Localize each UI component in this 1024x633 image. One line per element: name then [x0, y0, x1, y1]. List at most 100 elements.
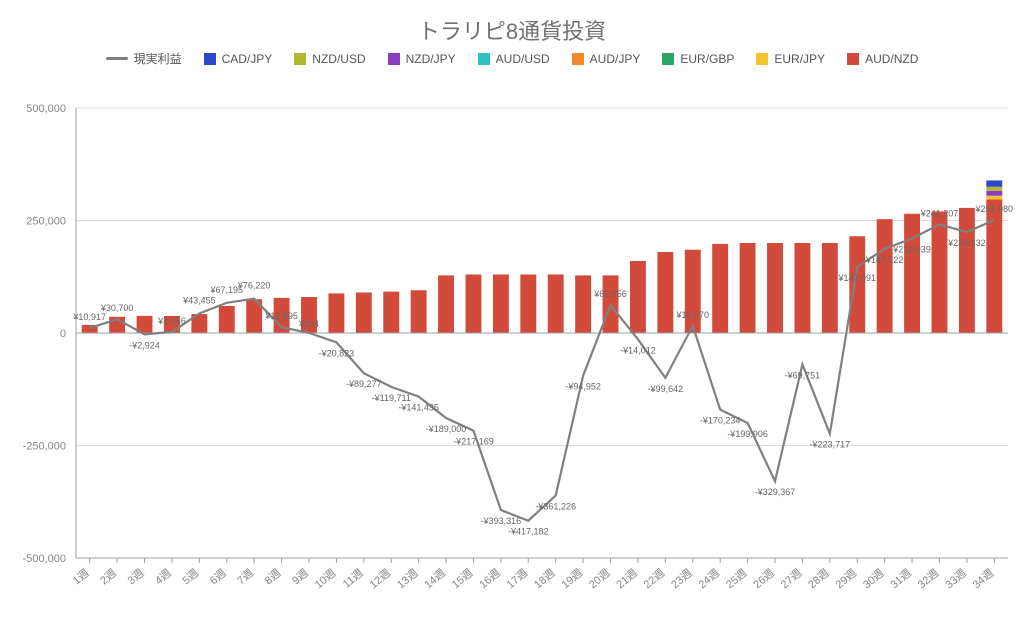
data-label: -¥199,906 [727, 429, 768, 439]
data-label: ¥10,917 [72, 312, 106, 322]
x-axis-label: 33週 [943, 566, 969, 591]
x-axis-label: 7週 [235, 566, 256, 587]
data-label: ¥147,091 [837, 273, 876, 283]
x-axis-label: 17週 [504, 566, 530, 591]
bar-cad [986, 180, 1002, 186]
bar-audnzd [438, 275, 454, 333]
data-label: -¥69,751 [785, 370, 821, 380]
bar-audnzd [904, 214, 920, 333]
x-axis-label: 21週 [614, 566, 640, 591]
data-label: ¥43,455 [182, 295, 216, 305]
x-axis-label: 22週 [641, 566, 667, 591]
bar-audnzd [493, 275, 509, 334]
bar-audnzd [548, 275, 564, 334]
x-axis-label: 34週 [970, 566, 996, 591]
data-label: ¥234 [298, 319, 319, 329]
data-label: -¥141,435 [398, 403, 439, 413]
data-label: -¥20,823 [319, 348, 355, 358]
bar-audnzd [877, 219, 893, 333]
x-axis-label: 26週 [751, 566, 777, 591]
bar-audnzd [630, 261, 646, 333]
x-axis-label: 23週 [669, 566, 695, 591]
x-axis-label: 30週 [860, 566, 886, 591]
svg-text:250,000: 250,000 [26, 216, 66, 228]
x-axis-label: 19週 [559, 566, 585, 591]
svg-text:0: 0 [60, 328, 66, 340]
x-axis-label: 3週 [125, 566, 146, 587]
data-label: ¥187,122 [865, 255, 904, 265]
bar-nzdjpy [986, 191, 1002, 196]
x-axis-label: 27週 [778, 566, 804, 591]
x-axis-label: 11週 [340, 566, 366, 590]
data-label: -¥99,642 [648, 384, 684, 394]
data-label: -¥393,316 [481, 516, 522, 526]
x-axis-label: 31週 [888, 566, 914, 591]
x-axis-label: 2週 [98, 566, 119, 587]
x-axis-label: 4週 [152, 566, 173, 587]
x-axis-label: 8週 [262, 566, 283, 587]
bar-audnzd [356, 293, 372, 334]
data-label: -¥170,234 [700, 416, 741, 426]
data-label: -¥223,717 [810, 440, 851, 450]
bar-audnzd [575, 275, 591, 333]
x-axis-label: 6週 [207, 566, 228, 587]
data-label: -¥361,226 [535, 502, 576, 512]
x-axis-label: 24週 [696, 566, 722, 591]
x-axis-label: 12週 [367, 566, 393, 591]
bar-audnzd [712, 244, 728, 333]
data-label: -¥89,277 [346, 379, 382, 389]
data-label: ¥76,220 [237, 281, 271, 291]
x-axis-label: 28週 [806, 566, 832, 591]
bar-audnzd [657, 252, 673, 333]
x-axis-label: 16週 [477, 566, 503, 591]
bar-audnzd [219, 306, 235, 333]
x-axis-label: 15週 [449, 566, 475, 591]
svg-text:500,000: 500,000 [26, 103, 66, 115]
bar-audnzd [932, 212, 948, 334]
data-label: -¥417,182 [508, 527, 549, 537]
x-axis-label: 32週 [915, 566, 941, 591]
data-label: -¥217,169 [453, 437, 494, 447]
x-axis-label: 14週 [422, 566, 448, 591]
x-axis-label: 25週 [723, 566, 749, 591]
data-label: -¥119,711 [372, 393, 411, 403]
data-label: ¥16,070 [675, 310, 709, 320]
svg-text:-250,000: -250,000 [23, 441, 66, 453]
data-label: ¥30,700 [100, 303, 134, 313]
x-axis-label: 13週 [394, 566, 420, 591]
data-label: ¥2,456 [157, 316, 186, 326]
chart-container: トラリピ8通貨投資 現実利益CAD/JPYNZD/USDNZD/JPYAUD/U… [0, 0, 1024, 633]
bar-audnzd [411, 290, 427, 333]
data-label: ¥62,056 [593, 289, 627, 299]
x-axis-label: 29週 [833, 566, 859, 591]
data-label: ¥12,895 [264, 311, 298, 321]
x-axis-label: 1週 [70, 566, 91, 587]
bar-audnzd [520, 275, 536, 334]
x-axis-label: 18週 [531, 566, 557, 591]
bar-audnzd [328, 293, 344, 333]
data-label: -¥14,012 [620, 345, 656, 355]
data-label: -¥94,952 [565, 382, 601, 392]
data-label: -¥2,924 [129, 340, 160, 350]
data-label: ¥224,332 [947, 238, 986, 248]
bar-eurjpy [986, 196, 1002, 200]
x-axis-label: 9週 [289, 566, 310, 587]
chart-svg: 500,000 250,000 0 -250,000 -500,000 1週 2週 3週 4週 5… [0, 0, 1024, 633]
bar-audnzd [849, 236, 865, 333]
bar-audnzd [794, 243, 810, 333]
x-axis-label: 5週 [180, 566, 201, 587]
bar-nzdusd [986, 187, 1002, 191]
data-label: -¥189,000 [426, 424, 467, 434]
bar-audnzd [383, 292, 399, 333]
bar-audnzd [822, 243, 838, 333]
data-label: ¥241,207 [920, 208, 959, 218]
data-label: -¥329,367 [755, 487, 796, 497]
x-axis-label: 20週 [586, 566, 612, 591]
svg-text:-500,000: -500,000 [23, 553, 66, 565]
bar-audnzd [466, 275, 482, 334]
bar-audnzd [767, 243, 783, 333]
bar-audnzd [959, 208, 975, 333]
data-label: ¥210,039 [892, 244, 931, 254]
bar-audnzd [685, 250, 701, 333]
profit-line [90, 220, 995, 521]
